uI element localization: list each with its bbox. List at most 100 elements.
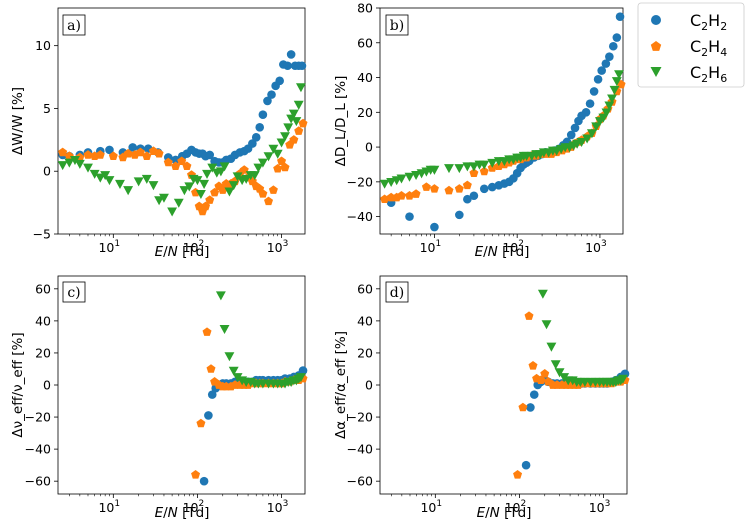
legend-entry-c2h4: C2H4 (650, 37, 727, 59)
panel-b-ytick-label: 20 (357, 105, 373, 120)
panel-c-point-c2h6 (228, 366, 239, 376)
panel-c-ytick-label: 20 (35, 345, 51, 360)
panel-a-point-c2h6 (89, 169, 100, 179)
panel-a-point-c2h2 (283, 61, 292, 71)
panel-a-point-c2h6 (263, 152, 274, 162)
panel-b-point-c2h6 (479, 160, 490, 170)
panel-a-point-c2h2 (128, 143, 137, 152)
panel-b-point-c2h4 (411, 189, 421, 198)
panel-a-point-c2h4 (268, 185, 278, 194)
panel-a-point-c2h4 (205, 195, 215, 204)
panel-b-point-c2h4 (462, 180, 472, 190)
panel-b-point-c2h6 (614, 70, 624, 80)
panel-d-ytick-label: 0 (365, 378, 373, 393)
legend-frame (637, 2, 745, 88)
panel-b-point-c2h2 (566, 130, 576, 140)
panel-a-point-c2h6 (288, 109, 299, 119)
svg-text:C2H2: C2H2 (690, 11, 727, 33)
panel-b-point-c2h6 (444, 164, 454, 174)
panel-a-point-c2h4 (108, 151, 118, 160)
legend: C2H2 C2H4 C2H6 (637, 2, 745, 88)
panel-b-point-c2h2 (463, 194, 472, 204)
panel-b-point-c2h6 (454, 164, 465, 174)
panel-d-point-c2h6 (546, 342, 557, 352)
panel-c-xlabel: E/N [Td] (155, 505, 210, 521)
panel-a-point-c2h2 (105, 145, 114, 155)
panel-a-ytick-label: 0 (43, 164, 51, 179)
panel-c-xtick-label: 102 (183, 499, 205, 515)
panel-b-tag: b) (385, 14, 409, 36)
panel-a-point-c2h6 (83, 163, 93, 173)
panel-b-ytick-label: 80 (357, 1, 373, 16)
panel-c-xtick-label: 103 (267, 499, 289, 515)
panel-b-point-c2h2 (589, 87, 599, 96)
svg-text:d): d) (390, 285, 404, 301)
panel-a-point-c2h6 (253, 163, 264, 173)
panel-a-ylabel: ΔW/W [%] (10, 87, 26, 155)
panel-a-point-c2h2 (258, 110, 268, 120)
panel-a-point-c2h6 (74, 159, 85, 169)
panel-a-point-c2h6 (57, 161, 68, 171)
panel-b-point-c2h2 (487, 182, 497, 192)
panel-b-xtick-label: 102 (502, 239, 524, 255)
panel-a-point-c2h6 (141, 174, 152, 184)
panel-a-point-c2h6 (179, 186, 190, 196)
panel-a-point-c2h6 (232, 172, 243, 182)
panel-b-point-c2h2 (479, 184, 489, 194)
panel-c-ytick-label: −60 (25, 474, 51, 489)
svg-text:C2H4: C2H4 (690, 37, 727, 59)
panel-a-point-c2h6 (215, 167, 226, 177)
legend-marker-c2h6 (650, 67, 662, 77)
panel-c-ytick-label: −20 (25, 410, 51, 425)
panel-b-point-c2h6 (468, 162, 479, 172)
panel-a-point-c2h6 (123, 186, 134, 196)
panel-a-point-c2h6 (195, 189, 206, 199)
panel-d-xtick-label: 103 (589, 499, 611, 515)
panel-c-ytick-label: −40 (25, 442, 51, 457)
legend-entry-c2h2: C2H2 (651, 11, 727, 33)
panel-c-point-c2h6 (219, 325, 230, 335)
panel-a-point-c2h2 (263, 96, 272, 106)
panel-b-point-c2h2 (469, 191, 479, 201)
panel-b-point-c2h6 (611, 77, 622, 87)
panel-a-point-c2h4 (163, 157, 173, 167)
panel-a-point-c2h6 (202, 169, 212, 179)
panel-c-point-c2h4 (202, 327, 212, 336)
panel-a-ytick-label: −5 (33, 227, 51, 242)
panel-a-point-c2h4 (177, 156, 187, 165)
panel-c-point-c2h6 (215, 291, 226, 301)
panel-a-xlabel: E/N [Td] (155, 244, 210, 260)
panel-b-point-c2h4 (396, 191, 406, 200)
panel-d-ytick-label: 20 (357, 345, 373, 360)
panel-a-point-c2h6 (173, 198, 184, 208)
panel-b-xtick-label: 103 (585, 239, 607, 255)
panel-c-point-c2h4 (191, 470, 201, 479)
panel-b-point-c2h6 (411, 171, 422, 181)
panel-b-ylabel: ΔD_L/D_L [%] (333, 76, 349, 167)
panel-a-point-c2h6 (154, 196, 165, 206)
panel-c-point-c2h6 (232, 373, 243, 383)
panel-d-xtick-label: 101 (420, 499, 442, 515)
chart-panel-b: −40 −20 0 20 40 60 80 101 102 103 (347, 1, 626, 255)
panel-d-point-c2h2 (529, 390, 539, 399)
panel-d-ytick-label: −60 (347, 474, 373, 489)
panel-b-point-c2h6 (582, 134, 593, 144)
panel-c-ytick-label: 40 (35, 313, 51, 328)
panel-a-point-c2h4 (83, 150, 93, 159)
panel-c-tag: c) (62, 281, 86, 303)
panel-b-point-c2h2 (581, 108, 591, 117)
panel-a-point-c2h4 (264, 196, 274, 206)
panel-d-point-c2h4 (540, 369, 550, 378)
panel-a-point-c2h6 (199, 179, 210, 189)
chart-panel-d: −60 −40 −20 0 20 40 60 101 102 103 (347, 275, 630, 515)
panel-b-point-c2h2 (615, 12, 625, 21)
panel-a-point-c2h2 (275, 76, 284, 86)
legend-entry-c2h6: C2H6 (650, 63, 727, 85)
panel-a-point-c2h4 (280, 162, 290, 172)
panel-a-point-c2h6 (228, 181, 239, 191)
panel-a-point-c2h6 (184, 182, 195, 192)
panel-a-ytick-label: 5 (43, 101, 51, 116)
panel-a-point-c2h6 (219, 162, 230, 172)
panel-a-point-c2h6 (95, 173, 106, 183)
